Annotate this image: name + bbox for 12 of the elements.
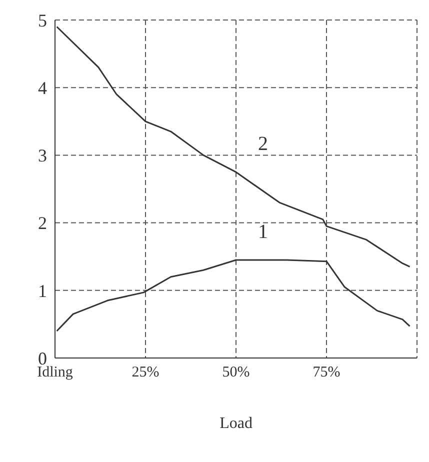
series-label: 1 bbox=[258, 220, 268, 243]
x-tick-label: 25% bbox=[132, 364, 160, 381]
x-tick-label: 50% bbox=[222, 364, 250, 381]
y-tick-label: 5 bbox=[38, 10, 47, 30]
y-tick-label: 1 bbox=[38, 280, 47, 301]
y-tick-label: 4 bbox=[38, 78, 47, 98]
x-tick-label: 75% bbox=[312, 364, 340, 381]
y-tick-label: 2 bbox=[38, 213, 47, 234]
series-label: 2 bbox=[258, 133, 268, 156]
x-tick-label: Idling bbox=[37, 364, 74, 381]
x-axis-title: Load bbox=[220, 415, 252, 432]
y-tick-label: 3 bbox=[38, 146, 47, 166]
